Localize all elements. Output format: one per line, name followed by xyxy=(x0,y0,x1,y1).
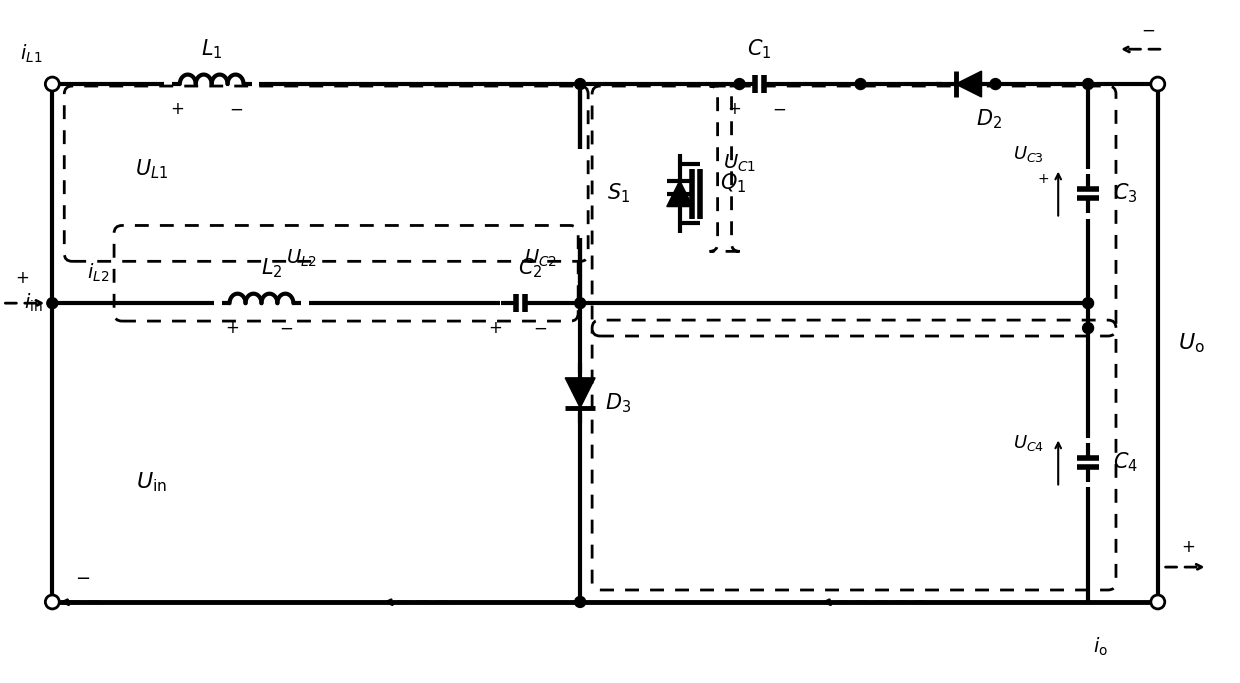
Text: $L_1$: $L_1$ xyxy=(201,38,222,61)
Circle shape xyxy=(1151,77,1164,91)
Circle shape xyxy=(574,79,585,89)
Polygon shape xyxy=(667,181,693,206)
Circle shape xyxy=(47,79,58,89)
Text: $i_{\rm in}$: $i_{\rm in}$ xyxy=(24,292,42,314)
Text: $-$: $-$ xyxy=(74,568,89,586)
Text: $U_{\rm in}$: $U_{\rm in}$ xyxy=(136,471,167,494)
Text: $-$: $-$ xyxy=(773,100,786,118)
Text: $+$: $+$ xyxy=(1037,171,1049,186)
Circle shape xyxy=(46,77,60,91)
Text: $-$: $-$ xyxy=(533,319,547,337)
Circle shape xyxy=(1151,595,1164,609)
Circle shape xyxy=(46,595,60,609)
Text: $-$: $-$ xyxy=(1141,20,1154,38)
Circle shape xyxy=(47,298,58,309)
Circle shape xyxy=(1083,79,1094,89)
Text: $+$: $+$ xyxy=(489,319,502,337)
Text: $+$: $+$ xyxy=(224,319,238,337)
Text: $i_{\rm o}$: $i_{\rm o}$ xyxy=(1092,636,1109,658)
Polygon shape xyxy=(565,378,595,408)
Text: $U_{C4}$: $U_{C4}$ xyxy=(1013,432,1044,453)
Text: $U_{\rm o}$: $U_{\rm o}$ xyxy=(1178,331,1204,354)
Text: $+$: $+$ xyxy=(728,100,742,118)
Circle shape xyxy=(47,596,58,607)
Text: $i_{L2}$: $i_{L2}$ xyxy=(87,262,109,284)
Text: $U_{L1}$: $U_{L1}$ xyxy=(135,157,169,180)
Text: $U_{C3}$: $U_{C3}$ xyxy=(1013,143,1044,164)
Circle shape xyxy=(734,79,745,89)
Text: $C_4$: $C_4$ xyxy=(1114,451,1138,474)
Circle shape xyxy=(574,596,585,607)
Text: $U_{C2}$: $U_{C2}$ xyxy=(523,248,557,269)
Text: $U_{C1}$: $U_{C1}$ xyxy=(723,153,756,174)
Circle shape xyxy=(1083,322,1094,333)
Circle shape xyxy=(1152,596,1163,607)
Polygon shape xyxy=(956,71,982,97)
Text: $+$: $+$ xyxy=(15,269,30,288)
Circle shape xyxy=(1152,79,1163,89)
Text: $-$: $-$ xyxy=(229,100,243,118)
Text: $D_3$: $D_3$ xyxy=(605,391,631,415)
Text: $C_1$: $C_1$ xyxy=(748,38,771,61)
Text: $Q_1$: $Q_1$ xyxy=(719,172,746,195)
Text: $L_2$: $L_2$ xyxy=(260,257,283,280)
Text: $-$: $-$ xyxy=(279,319,294,337)
Circle shape xyxy=(574,298,585,309)
Text: $C_2$: $C_2$ xyxy=(518,257,543,280)
Text: $S_1$: $S_1$ xyxy=(606,182,630,206)
Text: $U_{L2}$: $U_{L2}$ xyxy=(285,248,317,269)
Text: $C_3$: $C_3$ xyxy=(1114,182,1137,206)
Text: $+$: $+$ xyxy=(1180,538,1195,556)
Circle shape xyxy=(856,79,866,89)
Text: $+$: $+$ xyxy=(170,100,184,118)
Text: $i_{L1}$: $i_{L1}$ xyxy=(20,43,42,66)
Circle shape xyxy=(990,79,1001,89)
Text: $D_2$: $D_2$ xyxy=(976,107,1002,130)
Circle shape xyxy=(1083,298,1094,309)
